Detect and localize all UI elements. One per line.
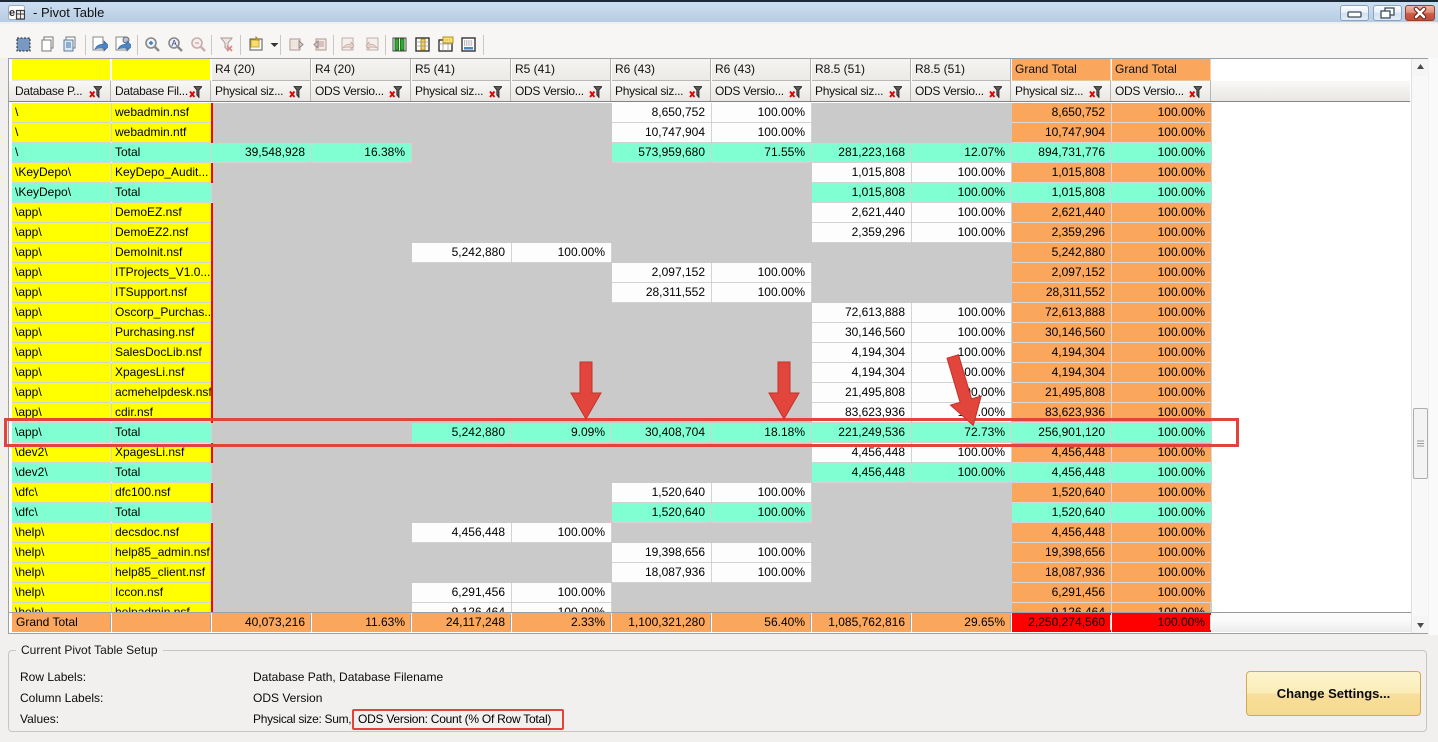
svg-text:A: A: [172, 39, 178, 48]
svg-text:e: e: [9, 7, 15, 19]
